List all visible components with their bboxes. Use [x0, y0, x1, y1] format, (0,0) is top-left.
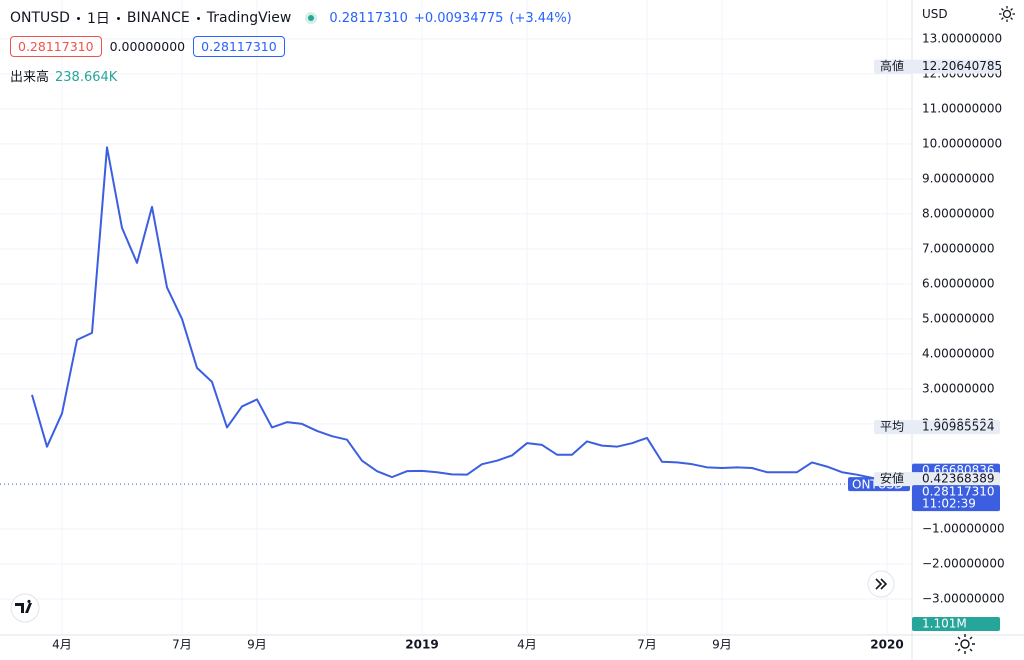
volume-label: 出来高 [10, 70, 50, 85]
y-tick-label: 3.00000000 [922, 381, 995, 395]
price-label-value: 1.90985524 [922, 420, 995, 434]
price-label-value: 12.20640785 [922, 59, 1002, 73]
volume-value: 238.664K [55, 70, 118, 85]
price-label-bg [874, 420, 1000, 435]
x-tick-label: 4月 [517, 638, 537, 652]
volume-legend: 出来高 238.664K [10, 66, 117, 85]
price-label-value: 0.42368389 [922, 472, 995, 486]
x-tick-label: 7月 [172, 638, 192, 652]
separator [116, 16, 120, 20]
volume-tag [912, 617, 1000, 631]
settings-icon[interactable] [955, 634, 975, 654]
tv-logo [10, 593, 40, 623]
y-tick-label: 9.00000000 [922, 171, 995, 185]
x-tick-label: 2020 [870, 638, 903, 652]
y-tick-label: 6.00000000 [922, 276, 995, 290]
separator [196, 16, 200, 20]
price-label-name: 安値 [880, 471, 904, 486]
price-line [31, 146, 903, 486]
exchange: BINANCE [126, 10, 190, 26]
y-tick-label: 8.00000000 [922, 206, 995, 220]
grid [0, 0, 912, 635]
y-tick-label: −2.00000000 [922, 556, 1005, 570]
change-percent: (+3.44%) [509, 10, 572, 26]
interval: 1日 [86, 11, 110, 27]
price-label-bg [874, 59, 1000, 74]
price-label-name: 平均 [880, 420, 904, 434]
spread: 0.00000000 [109, 39, 186, 54]
y-tick-label: 13.00000000 [922, 31, 1002, 45]
change: +0.00934775 [413, 10, 504, 26]
y-tick-label: 5.00000000 [922, 311, 995, 325]
last-price-tag [912, 485, 1000, 512]
scroll-button[interactable] [867, 570, 895, 598]
y-tick-label: −3.00000000 [922, 591, 1005, 605]
volume-tag-text: 1.101M [922, 617, 967, 631]
sell-button[interactable]: 0.28117310 [10, 36, 102, 57]
price-label-bg [874, 472, 1000, 487]
market-status [305, 12, 318, 24]
x-tick-label: 9月 [247, 638, 267, 652]
countdown: 11:02:39 [922, 497, 976, 511]
y-tick-label: 7.00000000 [922, 241, 995, 255]
symbol: ONTUSD [10, 10, 70, 26]
y-tick-label: 4.00000000 [922, 346, 995, 360]
legend-header: ONTUSD 1日 BINANCE TradingView 0.28117310… [10, 8, 578, 28]
last-price: 0.28117310 [329, 10, 408, 26]
x-tick-label: 9月 [712, 638, 732, 652]
trade-row: 0.28117310 0.00000000 0.28117310 [10, 36, 285, 57]
source: TradingView [206, 10, 292, 26]
buy-button[interactable]: 0.28117310 [193, 36, 285, 57]
price-label-name: 高値 [880, 58, 904, 73]
y-tick-label: 11.00000000 [922, 101, 1002, 115]
separator [76, 16, 80, 20]
x-tick-label: 2019 [405, 638, 438, 652]
settings-icon-top[interactable] [999, 6, 1015, 22]
currency: USD [922, 7, 948, 21]
y-tick-label: 10.00000000 [922, 136, 1002, 150]
y-tick-label: −1.00000000 [922, 521, 1005, 535]
x-tick-label: 7月 [637, 638, 657, 652]
last-price-text: 0.28117310 [922, 485, 995, 499]
x-tick-label: 4月 [52, 638, 72, 652]
